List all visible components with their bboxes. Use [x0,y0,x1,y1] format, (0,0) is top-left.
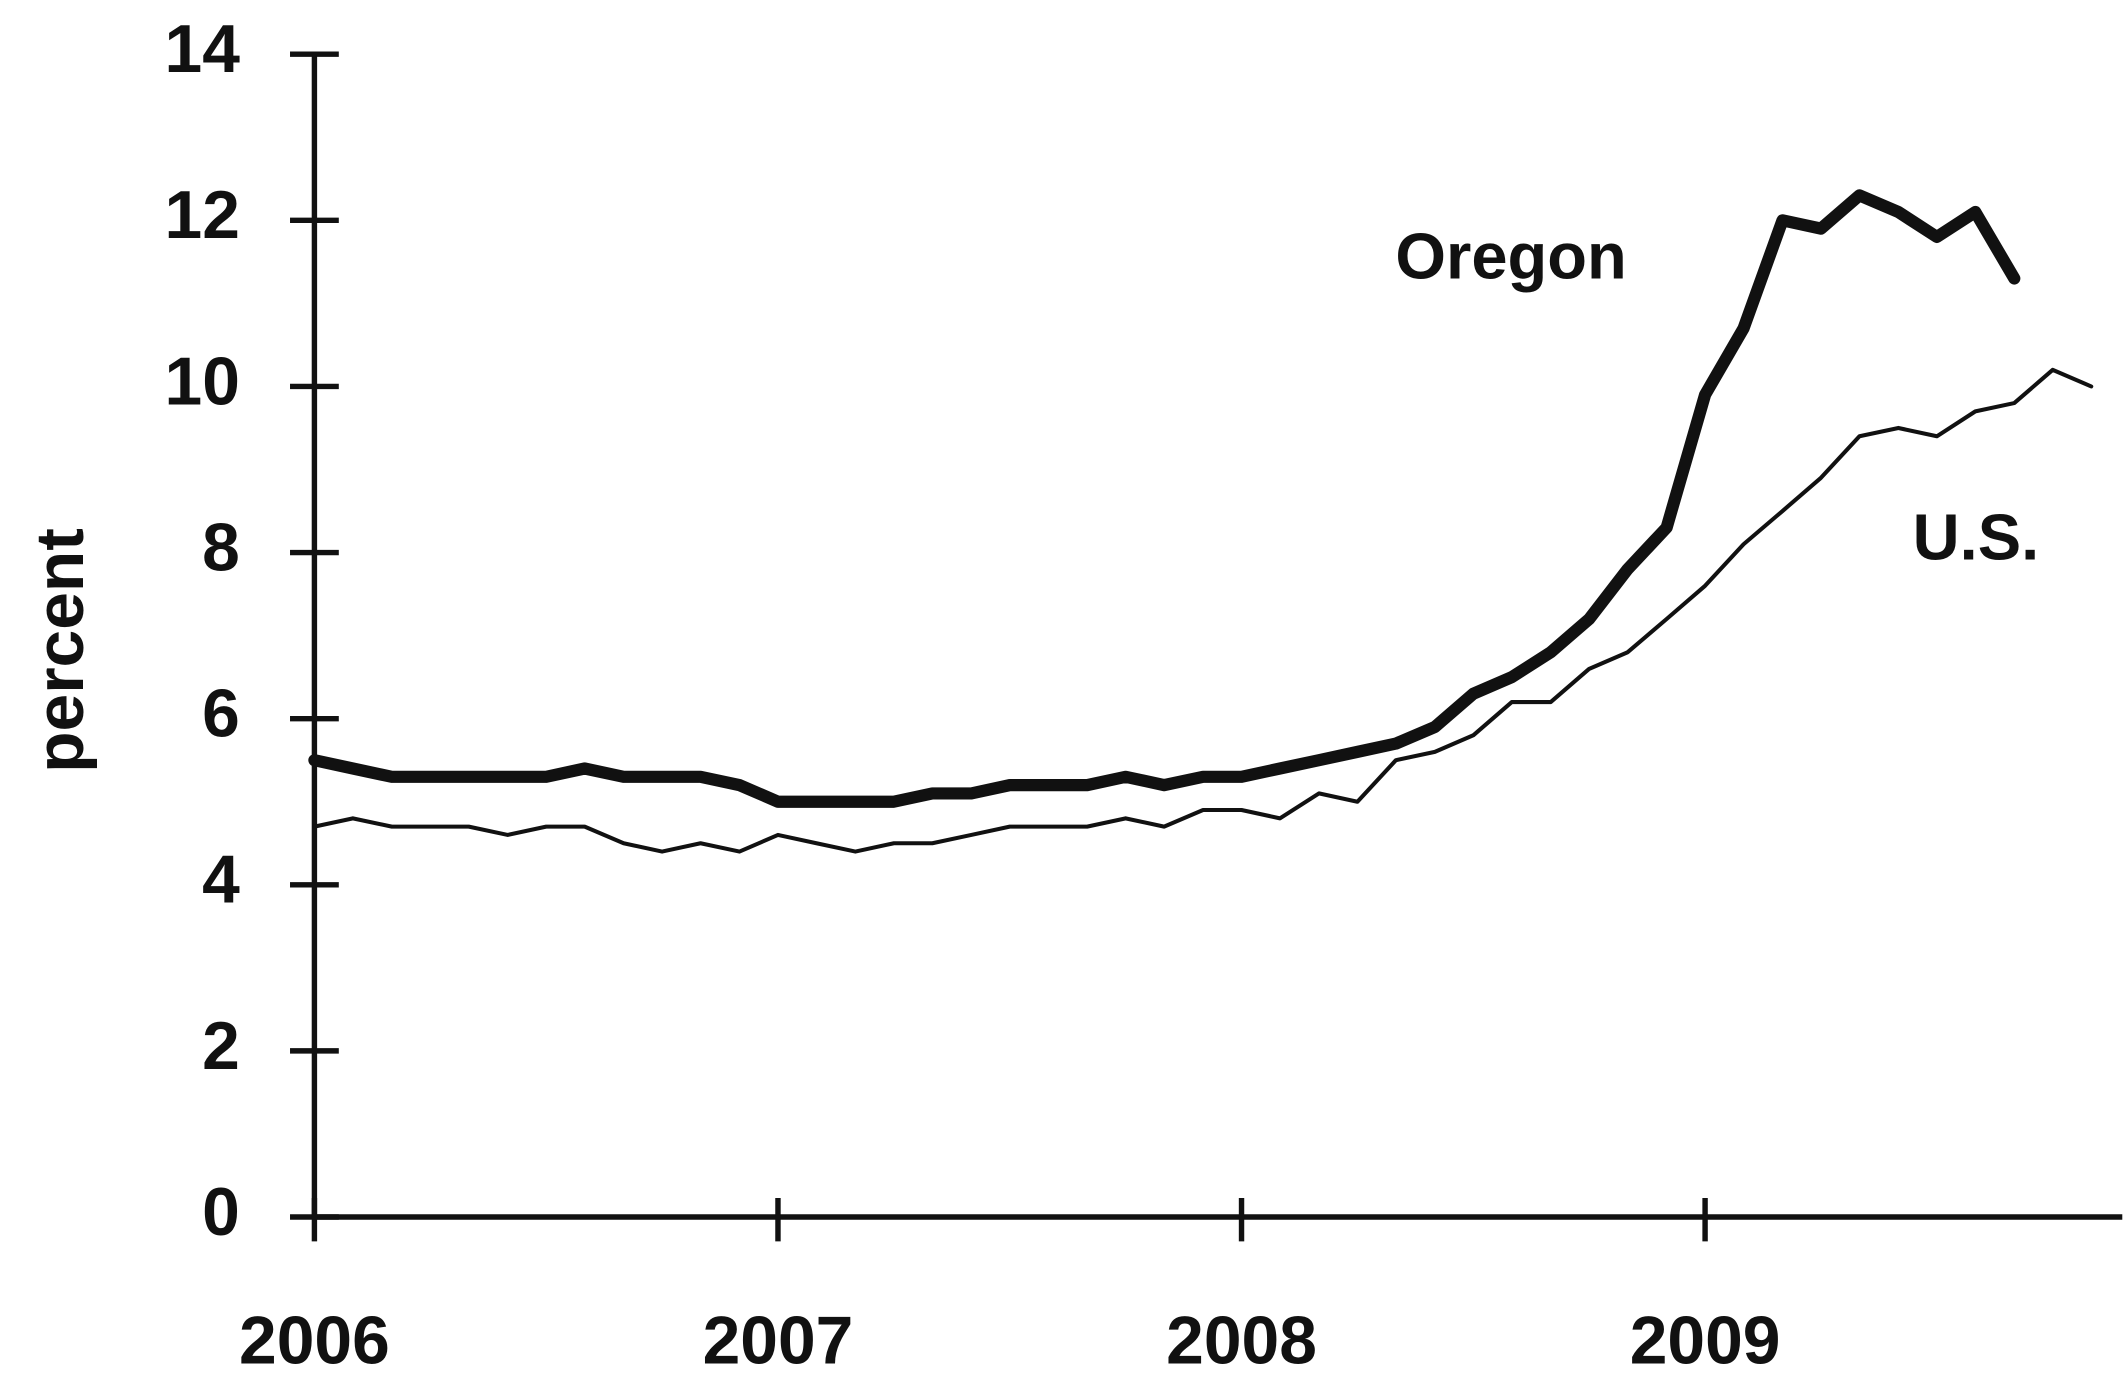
y-tick-label: 10 [165,344,240,419]
y-tick-label: 14 [165,12,241,87]
x-tick-label: 2009 [1630,1304,1781,1379]
y-axis-label: percent [23,528,98,773]
annotation: Oregon [1395,220,1626,293]
x-tick-label: 2008 [1166,1304,1317,1379]
annotation: U.S. [1913,500,2040,573]
x-tick-label: 2006 [239,1304,390,1379]
line-series [312,367,2094,854]
y-tick-label: 8 [202,510,240,585]
y-tick-label: 6 [202,677,240,752]
y-tick-label: 0 [202,1175,240,1250]
x-tick-label: 2007 [703,1304,854,1379]
y-tick-label: 12 [165,178,240,253]
line-series [308,189,2021,808]
y-tick-label: 4 [202,843,240,918]
y-tick-label: 2 [202,1009,240,1084]
